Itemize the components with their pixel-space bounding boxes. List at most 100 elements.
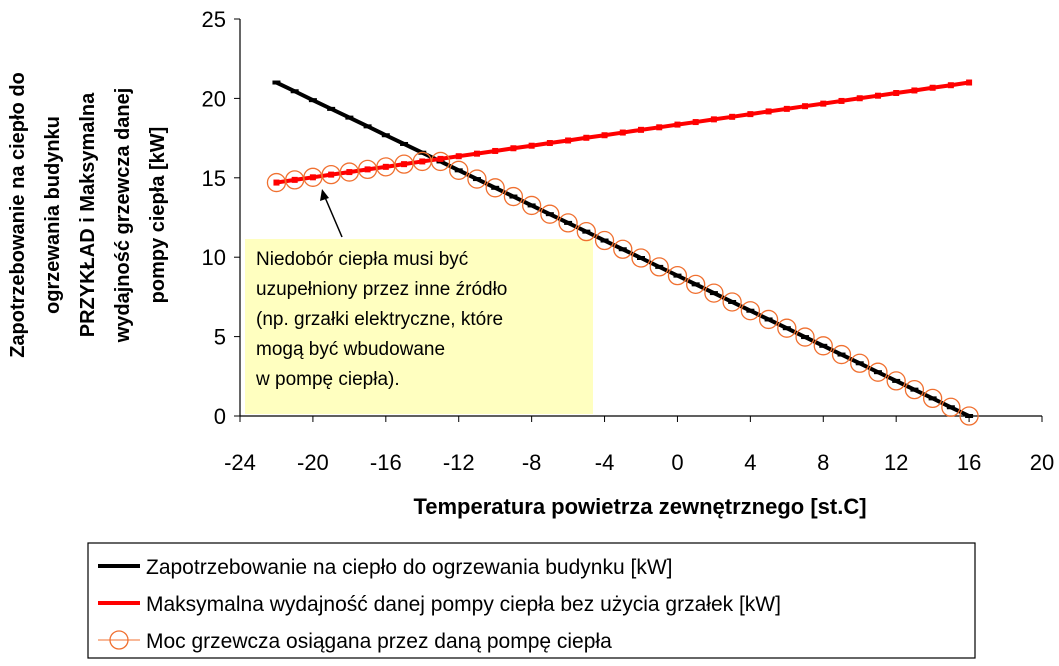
marker <box>922 388 943 409</box>
marker <box>966 79 973 86</box>
marker <box>619 129 626 136</box>
y-tick-label: 10 <box>202 245 226 270</box>
legend-marker <box>109 630 129 650</box>
marker <box>649 257 669 277</box>
y-tick-label: 5 <box>214 325 226 350</box>
marker <box>758 309 779 330</box>
marker <box>911 87 918 94</box>
marker <box>364 166 371 173</box>
marker <box>831 344 852 365</box>
x-tick-label: -12 <box>443 450 475 475</box>
marker <box>941 397 961 417</box>
y-axis-title: wydajność grzewcza danej <box>112 88 134 344</box>
marker <box>692 119 699 126</box>
marker <box>309 174 316 181</box>
marker <box>583 134 590 141</box>
marker <box>565 137 572 144</box>
marker <box>959 406 979 426</box>
marker <box>704 283 724 303</box>
marker <box>540 204 560 224</box>
marker <box>631 248 651 268</box>
marker <box>328 171 335 178</box>
marker <box>613 239 633 259</box>
marker <box>795 327 815 347</box>
y-axis-title: Zapotrzebowanie na ciepło do <box>7 72 29 358</box>
marker <box>449 160 469 180</box>
marker <box>485 178 505 198</box>
marker <box>868 362 888 382</box>
marker <box>722 292 742 312</box>
annotation-text: uzupełniony przez inne źródło <box>256 279 507 300</box>
marker <box>467 169 487 189</box>
marker <box>893 90 900 97</box>
marker <box>886 371 906 391</box>
x-tick-label: 0 <box>671 450 683 475</box>
marker <box>273 179 280 186</box>
marker <box>813 336 833 356</box>
x-tick-label: -4 <box>595 450 615 475</box>
marker <box>656 124 663 131</box>
marker <box>382 163 389 170</box>
x-tick-label: 8 <box>817 450 829 475</box>
marker <box>740 301 761 321</box>
marker <box>802 103 809 110</box>
annotation-text: w pompę ciepła). <box>255 369 400 390</box>
marker <box>874 92 881 99</box>
annotation-text: Niedobór ciepła musi być <box>256 249 468 270</box>
marker <box>638 126 644 133</box>
marker <box>820 100 827 107</box>
marker <box>291 176 298 183</box>
marker <box>401 161 408 168</box>
annotation-arrow <box>323 194 343 238</box>
marker <box>850 353 870 373</box>
annotation-box <box>245 239 593 414</box>
x-tick-label: -8 <box>522 450 542 475</box>
marker <box>929 84 936 91</box>
marker <box>777 318 797 338</box>
marker <box>503 186 524 207</box>
x-tick-label: 4 <box>744 450 756 475</box>
marker <box>783 105 790 112</box>
marker <box>473 150 480 157</box>
marker <box>546 140 553 147</box>
annotation-text: (np. grzałki elektryczne, które <box>256 309 503 330</box>
x-tick-label: -16 <box>370 450 402 475</box>
x-tick-label: 16 <box>957 450 981 475</box>
legend-box <box>87 542 976 659</box>
annotation-text: mogą być wbudowane <box>256 339 445 360</box>
marker <box>346 169 353 176</box>
legend-label: Moc grzewcza osiągana przez daną pompę c… <box>146 630 612 653</box>
marker <box>838 97 845 104</box>
marker <box>437 155 444 162</box>
marker <box>510 145 517 152</box>
arrow-head <box>320 189 329 201</box>
marker <box>521 195 542 216</box>
marker <box>856 95 863 102</box>
y-tick-label: 0 <box>214 404 226 429</box>
legend-label: Zapotrzebowanie na ciepło do ogrzewania … <box>146 556 672 579</box>
y-tick-label: 15 <box>202 166 226 191</box>
marker <box>419 158 426 165</box>
y-axis-title: ogrzewania budynku <box>42 116 64 314</box>
x-tick-label: -24 <box>224 450 256 475</box>
marker <box>729 113 736 120</box>
marker <box>558 213 578 233</box>
marker <box>674 121 681 128</box>
marker <box>594 230 615 251</box>
marker <box>430 151 451 172</box>
y-tick-label: 25 <box>202 7 226 32</box>
marker <box>492 147 499 154</box>
marker <box>904 379 925 400</box>
marker <box>947 82 954 89</box>
marker <box>667 265 688 286</box>
marker <box>747 111 754 118</box>
y-axis-title: pompy ciepła [kW] <box>147 127 169 304</box>
marker <box>710 116 717 123</box>
x-axis-title: Temperatura powietrza zewnętrznego [st.C… <box>413 494 866 519</box>
legend-label: Maksymalna wydajność danej pompy ciepła … <box>146 593 781 616</box>
x-tick-label: -20 <box>297 450 329 475</box>
y-axis-title: PRZYKŁAD i Maksymalna <box>77 92 99 337</box>
y-tick-label: 20 <box>202 86 226 111</box>
x-tick-label: 20 <box>1030 450 1054 475</box>
